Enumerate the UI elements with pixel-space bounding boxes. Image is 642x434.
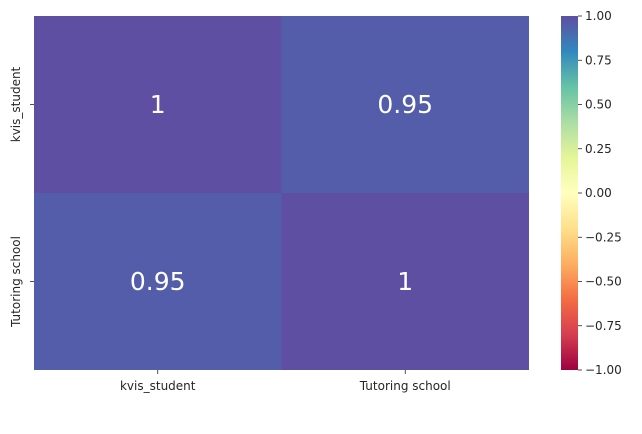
x-tick-label-0: kvis_student (120, 379, 196, 393)
y-tick-label-1: Tutoring school (9, 236, 23, 328)
colorbar-gradient (561, 16, 578, 370)
cell-value-label-r0-c1: 0.95 (377, 90, 433, 119)
colorbar-tick-label-8: −1.00 (585, 363, 622, 377)
colorbar-tick-label-4: 0.00 (585, 186, 612, 200)
colorbar-tick-label-1: 0.75 (585, 53, 612, 67)
heatmap-cell-r1-c0 (34, 193, 282, 370)
cell-value-label-r1-c1: 1 (397, 267, 413, 296)
heatmap-cell-r1-c1 (281, 193, 529, 370)
colorbar-tick-label-5: −0.25 (585, 230, 622, 244)
colorbar-tick-label-6: −0.50 (585, 275, 622, 289)
x-tick-label-1: Tutoring school (359, 379, 451, 393)
colorbar-tick-label-2: 0.50 (585, 98, 612, 112)
y-axis: kvis_student Tutoring school (9, 66, 34, 328)
x-axis: kvis_student Tutoring school (120, 370, 451, 393)
heatmap-cell-labels: 1 0.95 0.95 1 (130, 90, 433, 296)
cell-value-label-r1-c0: 0.95 (130, 267, 186, 296)
heatmap-cells (34, 16, 529, 370)
heatmap-cell-r0-c1 (281, 16, 529, 193)
colorbar-tick-label-0: 1.00 (585, 9, 612, 23)
cell-value-label-r0-c0: 1 (150, 90, 166, 119)
colorbar-tick-label-3: 0.25 (585, 142, 612, 156)
heatmap-cell-r0-c0 (34, 16, 282, 193)
colorbar-tick-label-7: −0.75 (585, 319, 622, 333)
colorbar: 1.00 0.75 0.50 0.25 0.00 −0.25 −0.50 −0.75 −1.00 (561, 9, 622, 377)
y-tick-label-0: kvis_student (9, 66, 23, 142)
